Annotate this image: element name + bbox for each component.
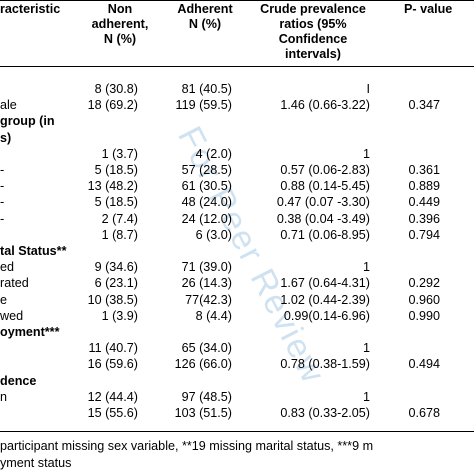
cell-label: e (0, 292, 8, 307)
header-pvalue-text: P- value (404, 2, 453, 16)
cell-crude: 1.02 (0.44-2.39) (280, 292, 370, 307)
cell-crude: 0.57 (0.06-2.83) (280, 163, 370, 177)
cell-label: wed (0, 308, 24, 323)
cell-adh: 24 (12.0) (181, 211, 232, 226)
cell-non: 1 (3.9) (101, 308, 138, 323)
cell-crude: 0.71 (0.06-8.95) (280, 227, 370, 242)
header-crude: Crude prevalence ratios (95% Confidence … (240, 2, 386, 62)
cell-adh: 26 (14.3) (181, 276, 232, 291)
header-adherent: Adherent N (%) (158, 2, 252, 32)
cell-label: - (0, 211, 5, 226)
cell-adh: 48 (24.0) (181, 195, 232, 210)
header-non-line2: adherent, (91, 17, 149, 31)
cell-crude: 1.46 (0.66-3.22) (280, 98, 370, 113)
footnote-line2: yment status (0, 456, 72, 470)
header-adh-line1: Adherent (177, 2, 233, 16)
cell-label: tal Status** (0, 244, 67, 258)
cell-label: dence (0, 373, 37, 388)
cell-label: s) (0, 130, 12, 145)
cell-adh: 61 (30.5) (181, 179, 232, 194)
cell-label: oyment*** (0, 325, 60, 339)
cell-adh: 77(42.3) (185, 292, 232, 307)
cell-adh: 103 (51.5) (174, 406, 232, 420)
header-non-line3: N (%) (103, 32, 137, 46)
cell-non: 15 (55.6) (87, 406, 138, 420)
cell-p: 0.494 (408, 357, 440, 372)
cell-non: 2 (7.4) (101, 211, 138, 226)
cell-adh: 57 (28.5) (181, 163, 232, 177)
cell-crude: 1 (362, 341, 370, 356)
cell-crude: I (366, 82, 371, 96)
cell-crude: 0.78 (0.38-1.59) (280, 357, 370, 372)
header-crude-line3: Confidence (278, 32, 348, 46)
cell-adh: 6 (3.0) (195, 227, 232, 242)
footnote-line1: participant missing sex variable, **19 m… (0, 439, 374, 453)
bottom-rule (0, 431, 474, 432)
cell-p: 0.449 (408, 195, 440, 210)
cell-non: 1 (3.7) (101, 146, 138, 161)
cell-p: 0.292 (408, 276, 440, 291)
cell-label: - (0, 179, 5, 194)
header-crude-line4: intervals) (285, 47, 341, 61)
cell-crude: 0.83 (0.33-2.05) (280, 406, 370, 420)
cell-non: 8 (30.8) (94, 82, 138, 96)
cell-non: 16 (59.6) (87, 357, 138, 372)
cell-non: 18 (69.2) (87, 98, 138, 113)
top-rule (0, 0, 474, 1)
cell-adh: 97 (48.5) (181, 389, 232, 404)
cell-label: - (0, 163, 5, 177)
cell-label: rated (0, 276, 29, 291)
cell-p: 0.990 (408, 308, 440, 323)
cell-label: ale (0, 98, 17, 113)
cell-adh: 126 (66.0) (174, 357, 232, 372)
header-non-adherent: Non adherent, N (%) (80, 2, 160, 47)
cell-crude: 0.88 (0.14-5.45) (280, 179, 370, 194)
header-non-line1: Non (107, 2, 133, 16)
cell-non: 9 (34.6) (94, 260, 138, 275)
cell-non: 12 (44.4) (87, 389, 138, 404)
cell-label: group (in (0, 114, 55, 129)
cell-p: 0.960 (408, 292, 440, 307)
cell-crude: 1.67 (0.64-4.31) (280, 276, 370, 291)
cell-p: 0.361 (408, 163, 440, 177)
header-characteristic-text: racteristic (0, 2, 61, 16)
cell-adh: 65 (34.0) (181, 341, 232, 356)
cell-adh: 71 (39.0) (181, 260, 232, 275)
cell-non: 5 (18.5) (94, 163, 138, 177)
cell-crude: 0.47 (0.07 -3.30) (276, 195, 370, 210)
cell-label: ed (0, 260, 15, 275)
cell-p: 0.347 (408, 98, 440, 113)
header-characteristic: racteristic (0, 2, 60, 17)
cell-crude: 1 (362, 260, 370, 275)
header-crude-line1: Crude prevalence (260, 2, 366, 16)
header-rule (0, 66, 474, 67)
cell-crude: 1 (362, 146, 370, 161)
cell-p: 0.794 (408, 227, 440, 242)
cell-p: 0.889 (408, 179, 440, 194)
cell-non: 10 (38.5) (87, 292, 138, 307)
cell-crude: 1 (362, 389, 370, 404)
cell-label: - (0, 195, 5, 210)
cell-p: 0.396 (408, 211, 440, 226)
cell-crude: 0.38 (0.04 -3.49) (276, 211, 370, 226)
cell-non: 13 (48.2) (87, 179, 138, 194)
cell-non: 1 (8.7) (101, 227, 138, 242)
cell-crude: 0.99(0.14-6.96) (283, 308, 370, 323)
cell-adh: 4 (2.0) (195, 146, 232, 161)
cell-p: 0.678 (408, 406, 440, 420)
cell-label: n (0, 389, 8, 404)
header-crude-line2: ratios (95% (279, 17, 347, 31)
cell-non: 6 (23.1) (94, 276, 138, 291)
cell-non: 5 (18.5) (94, 195, 138, 210)
cell-non: 11 (40.7) (88, 341, 138, 356)
cell-adh: 119 (59.5) (175, 98, 232, 113)
cell-adh: 8 (4.4) (195, 308, 232, 323)
header-pvalue: P- value (404, 2, 452, 17)
cell-adh: 81 (40.5) (181, 82, 232, 96)
header-adh-line2: N (%) (188, 17, 222, 31)
